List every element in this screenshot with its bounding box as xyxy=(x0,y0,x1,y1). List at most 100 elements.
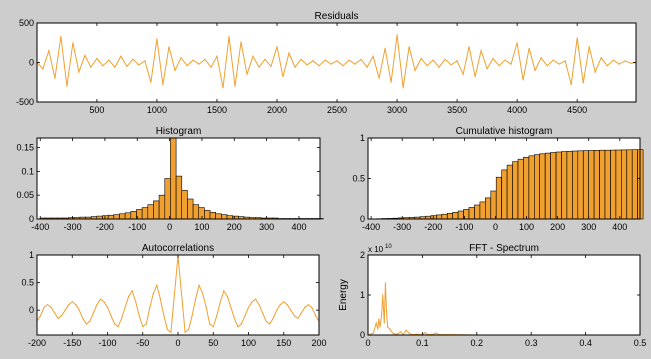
residuals-point xyxy=(517,42,518,43)
autocorrelations-point xyxy=(244,315,245,316)
histogram-bar xyxy=(131,211,137,219)
cumulative-bar xyxy=(518,159,523,219)
residuals-point xyxy=(186,65,187,66)
residuals-point xyxy=(228,36,229,37)
autocorrelations-point xyxy=(153,293,154,294)
autocorrelations-point xyxy=(170,332,171,333)
histogram-xtick-label: 400 xyxy=(291,222,306,232)
autocorrelations-xtick-label: 100 xyxy=(241,338,256,348)
autocorrelations-xtick-label: 0 xyxy=(175,338,180,348)
cumulative-bar xyxy=(611,150,616,219)
autocorrelations-point xyxy=(199,285,200,286)
autocorrelations-point xyxy=(51,307,52,308)
cumulative-bar xyxy=(502,170,507,219)
autocorrelations-ytick-label: 1 xyxy=(29,250,34,260)
residuals-point xyxy=(126,66,127,67)
histogram-bar xyxy=(204,210,210,219)
cumulative-bar xyxy=(551,153,556,220)
autocorrelations-xtick-label: -100 xyxy=(98,338,116,348)
autocorrelations-point xyxy=(103,301,104,302)
residuals-point xyxy=(439,67,440,68)
residuals-point xyxy=(144,60,145,61)
fft-point xyxy=(377,328,378,329)
residuals-point xyxy=(367,67,368,68)
fft-point xyxy=(386,310,387,311)
histogram-xtick-label: 300 xyxy=(259,222,274,232)
cumulative-bar xyxy=(507,165,512,219)
autocorrelations-point xyxy=(89,321,90,322)
residuals-point xyxy=(613,60,614,61)
residuals-ytick-label: 0 xyxy=(29,58,34,68)
autocorrelations-point xyxy=(280,304,281,305)
residuals-point xyxy=(409,46,410,47)
residuals-point xyxy=(246,74,247,75)
autocorrelations-point xyxy=(93,312,94,313)
autocorrelations-point xyxy=(188,329,189,330)
residuals-point xyxy=(354,64,355,65)
autocorrelations-point xyxy=(269,323,270,324)
cumulative-bar xyxy=(567,151,572,219)
residuals-point xyxy=(415,70,416,71)
cumulative-bar xyxy=(556,152,561,219)
cumulative-bar xyxy=(589,151,594,220)
autocorrelations-point xyxy=(65,310,66,311)
residuals-point xyxy=(222,87,223,88)
autocorrelations-point xyxy=(308,304,309,305)
residuals-plot-area xyxy=(37,23,636,102)
histogram-bar xyxy=(148,205,154,219)
autocorrelations-point xyxy=(276,310,277,311)
residuals-point xyxy=(631,63,632,64)
residuals-point xyxy=(511,64,512,65)
residuals-xtick-label: 1000 xyxy=(147,105,167,115)
cumulative-bar xyxy=(523,157,528,219)
autocorrelations-xtick-label: -200 xyxy=(28,338,46,348)
autocorrelations-point xyxy=(234,318,235,319)
residuals-point xyxy=(210,67,211,68)
histogram-bar xyxy=(142,208,148,219)
autocorrelations-point xyxy=(294,315,295,316)
residuals-point xyxy=(445,59,446,60)
residuals-point xyxy=(276,46,277,47)
residuals-point xyxy=(66,86,67,87)
residuals-point xyxy=(108,60,109,61)
autocorrelations-point xyxy=(248,307,249,308)
histogram-xtick-label: -300 xyxy=(64,222,82,232)
residuals-point xyxy=(168,46,169,47)
autocorrelations-point xyxy=(114,323,115,324)
residuals-xtick-label: 4000 xyxy=(507,105,527,115)
residuals-point xyxy=(330,64,331,65)
fft-point xyxy=(425,332,426,333)
cumulative-bar xyxy=(458,211,463,219)
residuals-point xyxy=(565,60,566,61)
autocorrelations-ytick-label: 0 xyxy=(29,305,34,315)
residuals-point xyxy=(204,59,205,60)
autocorrelations-xtick-label: 200 xyxy=(311,338,326,348)
residuals-point xyxy=(505,60,506,61)
autocorrelations-xtick-label: -150 xyxy=(63,338,81,348)
cumulative-xtick-label: 100 xyxy=(519,222,534,232)
fft-point xyxy=(387,326,388,327)
residuals-point xyxy=(90,67,91,68)
fft-point xyxy=(392,332,393,333)
histogram-ytick-label: 0.05 xyxy=(16,190,34,200)
fft-point xyxy=(379,326,380,327)
residuals-point xyxy=(96,58,97,59)
fft-yscale-exponent: 10 xyxy=(385,244,392,250)
histogram-ytick-label: 0.15 xyxy=(16,143,34,153)
residuals-point xyxy=(60,36,61,37)
residuals-ytick-label: -500 xyxy=(16,97,34,107)
cumulative-bar xyxy=(453,212,458,219)
autocorrelations-point xyxy=(241,323,242,324)
histogram-bar xyxy=(108,215,114,219)
autocorrelations-point xyxy=(216,315,217,316)
autocorrelations-point xyxy=(96,304,97,305)
autocorrelations-point xyxy=(283,301,284,302)
fft-ytick-label: 2 xyxy=(360,250,365,260)
cumulative-bar xyxy=(436,215,441,219)
cumulative-bar xyxy=(605,150,610,219)
residuals-point xyxy=(114,67,115,68)
